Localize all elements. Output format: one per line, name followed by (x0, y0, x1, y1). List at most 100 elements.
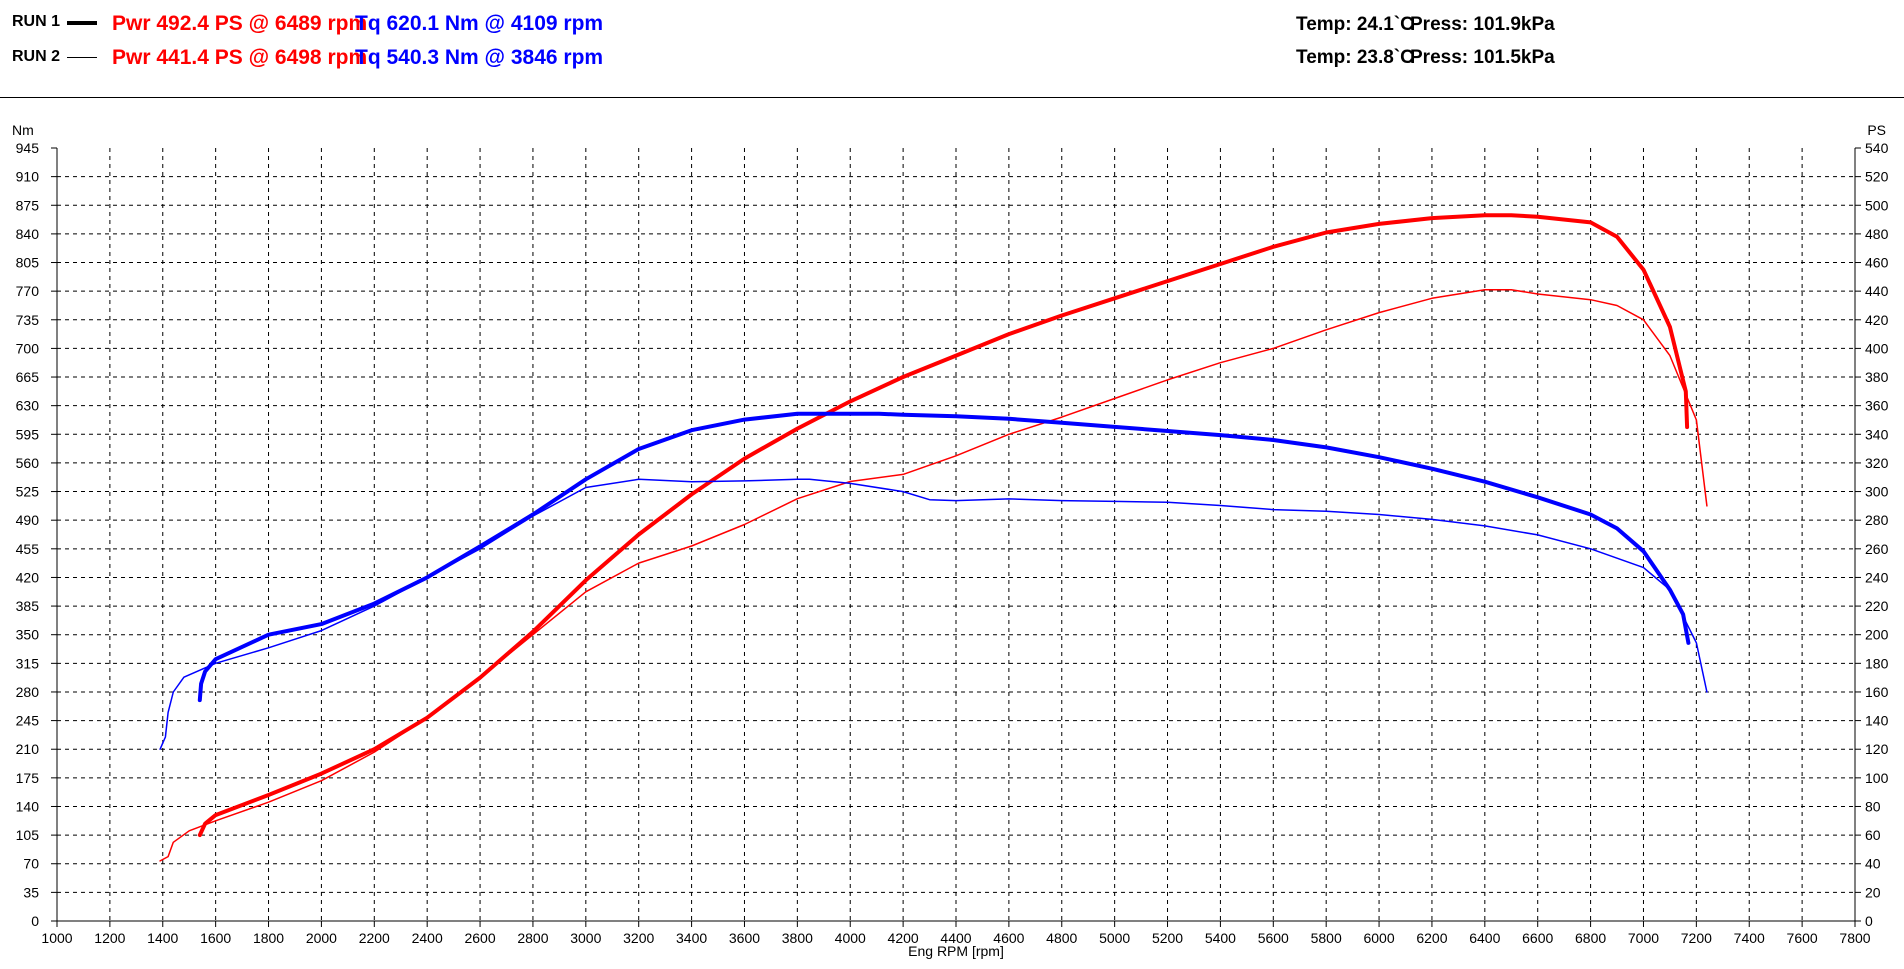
grid (57, 148, 1855, 921)
run1-label: RUN 1 (12, 13, 61, 30)
y-tick-label: 665 (16, 369, 40, 385)
axes (51, 147, 1861, 927)
x-tick-label: 7200 (1681, 930, 1712, 946)
x-tick-label: 6600 (1522, 930, 1553, 946)
y2-tick-label: 40 (1865, 856, 1881, 872)
run1-torque-peak: Tq 620.1 Nm @ 4109 rpm (355, 12, 604, 35)
y2-tick-label: 200 (1865, 627, 1889, 643)
y-tick-label: 0 (31, 913, 39, 929)
x-tick-label: 6200 (1416, 930, 1447, 946)
x-tick-label: 6400 (1469, 930, 1500, 946)
run1-power-peak: Pwr 492.4 PS @ 6489 rpm (112, 12, 368, 35)
x-tick-label: 4600 (993, 930, 1024, 946)
run2-power-line (159, 288, 1708, 862)
y-tick-label: 735 (16, 312, 40, 328)
x-tick-label: 6000 (1363, 930, 1394, 946)
x-tick-label: 3600 (729, 930, 760, 946)
run2-temp: Temp: 23.8`C (1296, 47, 1414, 68)
x-tick-label: 7400 (1734, 930, 1765, 946)
y-tick-label: 385 (16, 598, 40, 614)
y-tick-label: 700 (16, 340, 40, 356)
labels: 1000 1200 1400 1600 1800 2000 2200 2400 2600 2800… (12, 122, 1889, 959)
x-tick-label: 3800 (782, 930, 813, 946)
x-tick-label: 5800 (1311, 930, 1342, 946)
x-tick-label: 2600 (464, 930, 495, 946)
y2-tick-label: 260 (1865, 541, 1889, 557)
y-tick-label: 70 (23, 856, 39, 872)
y-tick-label: 420 (16, 569, 40, 585)
y2-tick-label: 440 (1865, 283, 1889, 299)
x-tick-label: 1000 (41, 930, 72, 946)
y-tick-label: 910 (16, 169, 40, 185)
y-tick-label: 175 (16, 770, 40, 786)
y2-tick-label: 360 (1865, 398, 1889, 414)
x-tick-label: 3000 (570, 930, 601, 946)
y-tick-label: 560 (16, 455, 40, 471)
y-tick-label: 595 (16, 426, 40, 442)
x-axis-title: Eng RPM [rpm] (908, 943, 1004, 959)
x-tick-label: 4800 (1046, 930, 1077, 946)
y2-tick-label: 300 (1865, 484, 1889, 500)
y-axis-title: Nm (12, 122, 34, 138)
y2-tick-label: 180 (1865, 655, 1889, 671)
y-tick-label: 140 (16, 798, 40, 814)
run2-label: RUN 2 (12, 48, 61, 65)
x-tick-label: 4400 (940, 930, 971, 946)
x-tick-label: 2000 (306, 930, 337, 946)
y-tick-label: 875 (16, 197, 40, 213)
x-tick-label: 7800 (1839, 930, 1870, 946)
y-tick-label: 105 (16, 827, 40, 843)
y2-axis-title: PS (1867, 122, 1886, 138)
x-tick-label: 4000 (835, 930, 866, 946)
y-tick-label: 490 (16, 512, 40, 528)
y-tick-label: 805 (16, 255, 40, 271)
x-tick-label: 6800 (1575, 930, 1606, 946)
x-tick-label: 5400 (1205, 930, 1236, 946)
y2-tick-label: 520 (1865, 169, 1889, 185)
header-divider (0, 97, 1904, 98)
series (159, 213, 1708, 862)
run2-power-peak: Pwr 441.4 PS @ 6498 rpm (112, 46, 368, 69)
run2-torque-peak: Tq 540.3 Nm @ 3846 rpm (355, 46, 604, 69)
x-tick-label: 7000 (1628, 930, 1659, 946)
y2-tick-label: 160 (1865, 684, 1889, 700)
y-tick-label: 525 (16, 484, 40, 500)
run2-torque-line (159, 478, 1708, 750)
run1-torque-line (197, 411, 1691, 703)
run1-temp: Temp: 24.1`C (1296, 14, 1414, 35)
y2-tick-label: 380 (1865, 369, 1889, 385)
x-tick-label: 5000 (1099, 930, 1130, 946)
x-tick-label: 2200 (359, 930, 390, 946)
y2-tick-label: 60 (1865, 827, 1881, 843)
run2-press: Press: 101.5kPa (1410, 47, 1555, 68)
x-tick-label: 2400 (412, 930, 443, 946)
y-tick-label: 840 (16, 226, 40, 242)
y-tick-label: 315 (16, 655, 40, 671)
y-tick-label: 280 (16, 684, 40, 700)
y2-tick-label: 140 (1865, 713, 1889, 729)
y2-tick-label: 420 (1865, 312, 1889, 328)
x-tick-label: 1400 (147, 930, 178, 946)
y2-tick-label: 280 (1865, 512, 1889, 528)
y-tick-label: 455 (16, 541, 40, 557)
y2-tick-label: 220 (1865, 598, 1889, 614)
y-tick-label: 630 (16, 398, 40, 414)
x-tick-label: 5600 (1258, 930, 1289, 946)
x-tick-label: 5200 (1152, 930, 1183, 946)
x-tick-label: 2800 (517, 930, 548, 946)
y2-tick-label: 80 (1865, 798, 1881, 814)
x-tick-label: 1600 (200, 930, 231, 946)
y2-tick-label: 20 (1865, 884, 1881, 900)
y-tick-label: 350 (16, 627, 40, 643)
y2-tick-label: 0 (1865, 913, 1873, 929)
y-tick-label: 770 (16, 283, 40, 299)
x-tick-label: 1200 (94, 930, 125, 946)
x-tick-label: 3400 (676, 930, 707, 946)
y2-tick-label: 460 (1865, 255, 1889, 271)
y2-tick-label: 120 (1865, 741, 1889, 757)
y2-tick-label: 400 (1865, 340, 1889, 356)
x-tick-label: 1800 (253, 930, 284, 946)
y2-tick-label: 320 (1865, 455, 1889, 471)
run1-line-sample (67, 21, 97, 25)
